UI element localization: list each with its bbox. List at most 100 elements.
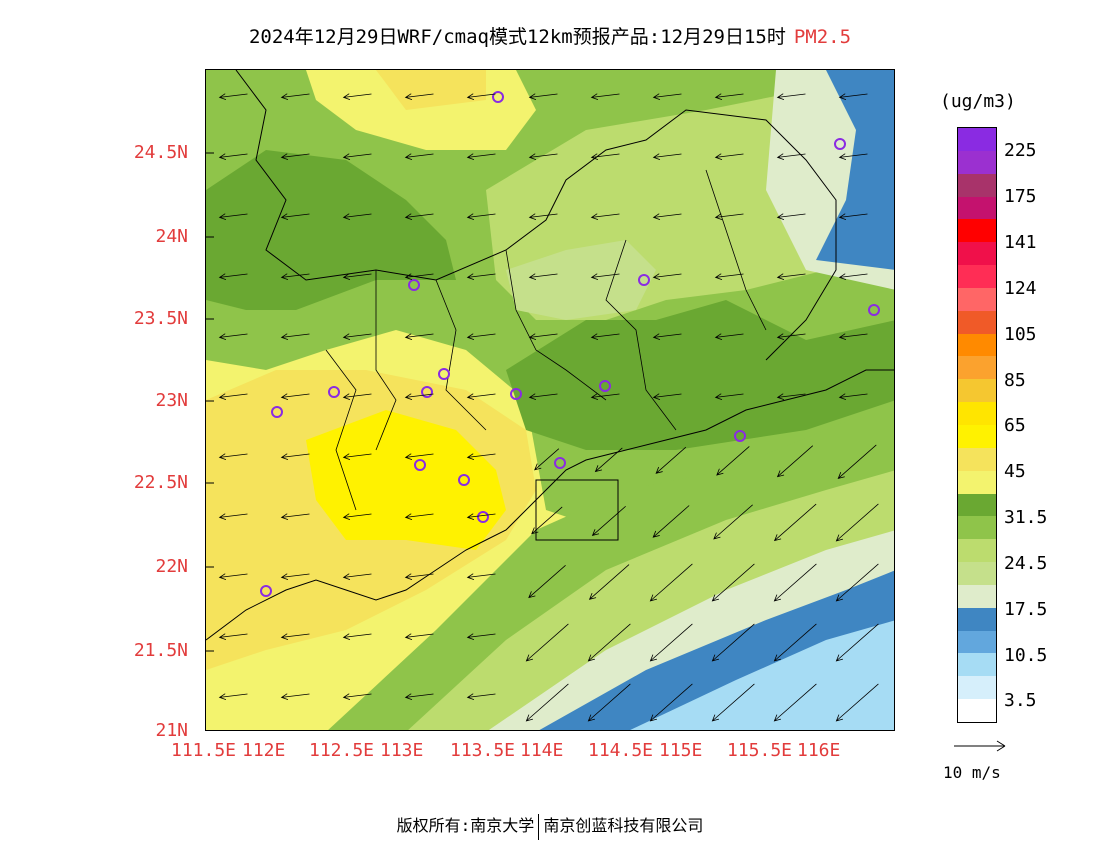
lat-tick-label: 23.5N bbox=[133, 308, 188, 329]
arrow-icon bbox=[590, 393, 620, 401]
legend-swatch bbox=[958, 356, 996, 380]
legend-swatch bbox=[958, 584, 996, 609]
arrow-icon bbox=[776, 273, 806, 281]
arrow-icon bbox=[837, 444, 877, 480]
monitoring-stations bbox=[260, 91, 880, 597]
field-65-plus bbox=[306, 410, 506, 550]
legend-label: 85 bbox=[1004, 370, 1026, 391]
legend-swatch bbox=[958, 265, 996, 289]
wind-arrows bbox=[218, 93, 879, 722]
legend-swatch bbox=[958, 539, 996, 563]
arrow-icon bbox=[404, 153, 434, 161]
wind-key-arrow-icon bbox=[954, 740, 1006, 752]
arrow-icon bbox=[528, 93, 558, 101]
arrow-icon bbox=[652, 213, 682, 221]
lon-tick-label: 114.5E bbox=[588, 740, 654, 761]
arrow-icon bbox=[525, 623, 569, 662]
legend-swatch bbox=[958, 173, 996, 198]
arrow-icon bbox=[838, 333, 868, 341]
arrow-icon bbox=[466, 453, 496, 461]
lon-tick-label: 115.5E bbox=[727, 740, 793, 761]
legend-swatch bbox=[958, 699, 996, 723]
legend-swatch bbox=[958, 470, 996, 495]
arrow-icon bbox=[218, 573, 248, 581]
arrow-icon bbox=[714, 213, 744, 221]
field-24-center bbox=[506, 240, 656, 320]
purple-circle-icon bbox=[477, 511, 489, 523]
legend-label: 225 bbox=[1004, 140, 1037, 161]
arrow-icon bbox=[218, 633, 248, 641]
arrow-icon bbox=[587, 623, 631, 662]
arrow-icon bbox=[776, 93, 806, 101]
purple-circle-icon bbox=[599, 380, 611, 392]
pm25-map-canvas bbox=[206, 70, 894, 730]
arrow-icon bbox=[776, 213, 806, 221]
arrow-icon bbox=[280, 513, 310, 521]
legend-swatch bbox=[958, 402, 996, 426]
field-31-dark-2 bbox=[506, 300, 894, 450]
lat-tick-label: 24.5N bbox=[133, 142, 188, 163]
legend-label: 24.5 bbox=[1004, 553, 1048, 574]
arrow-icon bbox=[342, 153, 372, 161]
arrow-icon bbox=[280, 573, 310, 581]
field-3-coast bbox=[630, 620, 894, 730]
arrow-icon bbox=[404, 93, 434, 101]
legend-label: 17.5 bbox=[1004, 599, 1048, 620]
hk-box bbox=[535, 479, 619, 541]
arrow-icon bbox=[534, 448, 560, 471]
arrow-icon bbox=[466, 693, 496, 701]
arrow-icon bbox=[466, 393, 496, 401]
arrow-icon bbox=[404, 633, 434, 641]
copyright-partner: 南京创蓝科技有限公司 bbox=[543, 816, 704, 835]
arrow-icon bbox=[531, 506, 563, 535]
legend-swatch bbox=[958, 630, 996, 654]
legend-swatch bbox=[958, 562, 996, 586]
arrow-icon bbox=[466, 573, 496, 581]
field-31-dark bbox=[206, 150, 456, 310]
arrow-icon bbox=[280, 393, 310, 401]
arrow-icon bbox=[714, 273, 744, 281]
arrow-icon bbox=[835, 563, 879, 602]
field-10-ne bbox=[816, 70, 894, 270]
lon-tick-label: 113E bbox=[380, 740, 424, 761]
arrow-icon bbox=[280, 213, 310, 221]
arrow-icon bbox=[280, 633, 310, 641]
legend-swatch bbox=[958, 653, 996, 677]
lat-tick-label: 21.5N bbox=[133, 640, 188, 661]
purple-circle-icon bbox=[260, 585, 272, 597]
arrow-icon bbox=[466, 633, 496, 641]
legend-label: 124 bbox=[1004, 278, 1037, 299]
legend-swatch bbox=[958, 447, 996, 472]
legend-label: 31.5 bbox=[1004, 507, 1048, 528]
arrow-icon bbox=[466, 153, 496, 161]
legend-swatch bbox=[958, 676, 996, 700]
copyright-owner: 版权所有:南京大学 bbox=[396, 816, 535, 835]
arrow-icon bbox=[649, 683, 693, 722]
arrow-icon bbox=[776, 153, 806, 161]
arrow-icon bbox=[528, 153, 558, 161]
purple-circle-icon bbox=[271, 406, 283, 418]
arrow-icon bbox=[466, 273, 496, 281]
arrow-icon bbox=[404, 693, 434, 701]
lat-tick-label: 21N bbox=[155, 720, 188, 741]
coastline bbox=[206, 369, 894, 641]
copyright-separator bbox=[538, 813, 540, 840]
arrow-icon bbox=[528, 333, 558, 341]
title-main: 2024年12月29日WRF/cmaq模式12km预报产品:12月29日15时 bbox=[248, 26, 786, 48]
arrow-icon bbox=[466, 513, 496, 521]
wind-key-label: 10 m/s bbox=[943, 763, 1001, 782]
arrow-icon bbox=[342, 273, 372, 281]
arrow-icon bbox=[404, 573, 434, 581]
arrow-icon bbox=[218, 153, 248, 161]
purple-circle-icon bbox=[638, 274, 650, 286]
arrow-icon bbox=[838, 393, 868, 401]
arrow-icon bbox=[714, 153, 744, 161]
lon-tick-label: 111.5E bbox=[171, 740, 237, 761]
arrow-icon bbox=[466, 93, 496, 101]
legend-swatch bbox=[958, 242, 996, 266]
purple-circle-icon bbox=[328, 386, 340, 398]
arrow-icon bbox=[655, 446, 687, 474]
arrow-icon bbox=[714, 333, 744, 341]
lat-tick-label: 23N bbox=[155, 390, 188, 411]
arrow-icon bbox=[711, 683, 755, 722]
